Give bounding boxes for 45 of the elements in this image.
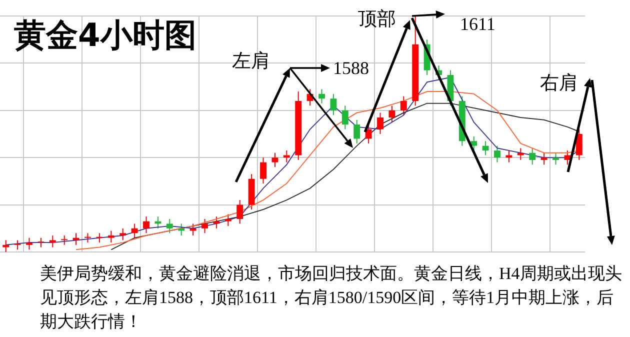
candlestick — [178, 223, 185, 236]
candlestick — [49, 234, 56, 248]
candlestick — [318, 88, 325, 104]
candlestick — [166, 218, 173, 234]
candlestick — [365, 124, 372, 144]
candlestick — [564, 150, 571, 166]
candlestick — [482, 140, 489, 156]
candlestick — [14, 240, 21, 250]
candlestick — [131, 223, 138, 238]
candlestick — [540, 152, 548, 166]
annotation: 1588 — [333, 58, 369, 79]
candlestick — [506, 150, 512, 163]
candlestick — [377, 112, 384, 134]
candlestick — [494, 145, 500, 163]
candlestick — [552, 152, 559, 166]
text: 美伊局势缓和，黄金避险消退，市场回归技术面。黄金日线，H4周期或出现头见顶形态，左肩1588，顶部1611，右肩1580/1590区间，等待1月中期上涨，后期大跌行情！ — [40, 262, 626, 334]
annotation: 顶部 — [358, 8, 396, 32]
candlestick — [38, 237, 44, 248]
candlestick — [26, 237, 32, 250]
candlestick — [84, 232, 91, 244]
candlestick — [330, 93, 337, 116]
candlestick — [190, 223, 196, 236]
candlestick — [61, 234, 68, 246]
candlestick — [143, 216, 150, 234]
candlestick — [400, 96, 407, 116]
candlestick — [96, 232, 103, 244]
candlestick — [529, 148, 536, 166]
candlestick — [224, 214, 232, 227]
candlestick — [202, 218, 208, 234]
candlestick — [354, 119, 360, 144]
candlestick — [342, 105, 348, 130]
candlestick — [388, 105, 396, 123]
candlestick — [272, 152, 278, 168]
candlestick — [283, 150, 290, 163]
candlestick — [120, 228, 126, 241]
annotation: 右肩 — [540, 72, 578, 96]
candlestick — [260, 157, 266, 184]
candlestick — [2, 240, 10, 252]
annotation: 左肩 — [232, 50, 270, 74]
chart-title: 黄金4小时图 — [14, 15, 196, 56]
candlestick — [576, 128, 582, 160]
candlestick — [470, 136, 478, 152]
candlestick — [108, 230, 114, 244]
annotation: 1611 — [460, 14, 496, 35]
candlestick — [236, 200, 244, 224]
